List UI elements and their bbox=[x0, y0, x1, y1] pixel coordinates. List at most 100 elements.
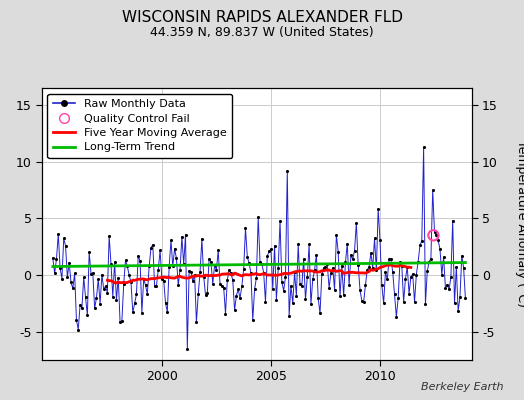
Point bbox=[190, 272, 199, 278]
Point bbox=[419, 144, 428, 150]
Point bbox=[325, 285, 333, 291]
Point bbox=[194, 291, 202, 298]
Point bbox=[241, 225, 249, 232]
Point bbox=[334, 248, 342, 255]
Point bbox=[118, 318, 126, 324]
Point bbox=[434, 237, 442, 244]
Point bbox=[201, 292, 210, 298]
Point bbox=[80, 274, 88, 281]
Point bbox=[390, 291, 399, 298]
Point bbox=[309, 276, 317, 282]
Point bbox=[89, 270, 97, 276]
Point bbox=[196, 269, 204, 276]
Point bbox=[211, 262, 219, 269]
Point bbox=[446, 274, 455, 280]
Point bbox=[307, 301, 315, 307]
Point bbox=[327, 270, 335, 276]
Point bbox=[245, 260, 253, 267]
Point bbox=[185, 267, 193, 274]
Point bbox=[125, 272, 133, 278]
Point bbox=[214, 247, 222, 254]
Point bbox=[440, 254, 448, 260]
Point bbox=[139, 276, 148, 282]
Point bbox=[388, 269, 397, 275]
Point bbox=[396, 258, 404, 265]
Point bbox=[243, 254, 252, 260]
Point bbox=[378, 282, 386, 288]
Point bbox=[352, 219, 361, 226]
Point bbox=[238, 283, 246, 289]
Point bbox=[381, 269, 390, 275]
Point bbox=[236, 295, 244, 302]
Point bbox=[336, 293, 344, 300]
Point bbox=[107, 260, 115, 267]
Point bbox=[156, 247, 164, 254]
Point bbox=[232, 292, 241, 299]
Point bbox=[180, 261, 188, 268]
Point bbox=[301, 296, 310, 303]
Point bbox=[261, 299, 270, 305]
Point bbox=[174, 282, 182, 288]
Point bbox=[256, 259, 264, 266]
Point bbox=[383, 276, 391, 283]
Point bbox=[379, 300, 388, 307]
Point bbox=[147, 245, 155, 251]
Point bbox=[321, 264, 330, 270]
Point bbox=[74, 326, 82, 333]
Y-axis label: Temperature Anomaly (°C): Temperature Anomaly (°C) bbox=[515, 140, 524, 308]
Point bbox=[399, 299, 408, 305]
Point bbox=[314, 295, 322, 302]
Point bbox=[421, 301, 430, 307]
Point bbox=[361, 282, 369, 288]
Text: Berkeley Earth: Berkeley Earth bbox=[421, 382, 503, 392]
Point bbox=[443, 281, 452, 288]
Point bbox=[289, 300, 297, 307]
Point bbox=[359, 299, 368, 305]
Point bbox=[105, 233, 113, 240]
Point bbox=[398, 263, 406, 269]
Point bbox=[172, 255, 181, 262]
Point bbox=[136, 258, 144, 264]
Point bbox=[78, 305, 86, 311]
Point bbox=[407, 274, 415, 280]
Point bbox=[272, 296, 280, 303]
Point bbox=[457, 252, 466, 259]
Point bbox=[460, 264, 468, 271]
Point bbox=[103, 290, 112, 296]
Point bbox=[274, 265, 282, 272]
Point bbox=[423, 268, 431, 275]
Point bbox=[92, 295, 101, 301]
Point bbox=[354, 262, 363, 268]
Point bbox=[285, 312, 293, 319]
Point bbox=[132, 291, 140, 298]
Point bbox=[281, 274, 290, 280]
Point bbox=[217, 282, 226, 289]
Point bbox=[72, 317, 81, 323]
Point bbox=[298, 282, 306, 289]
Point bbox=[63, 274, 72, 281]
Point bbox=[108, 294, 117, 300]
Point bbox=[52, 256, 61, 262]
Point bbox=[254, 214, 263, 220]
Point bbox=[372, 267, 380, 274]
Point bbox=[69, 285, 77, 292]
Point bbox=[183, 346, 191, 352]
Point bbox=[81, 294, 90, 300]
Point bbox=[348, 256, 357, 262]
Point bbox=[58, 275, 66, 282]
Point bbox=[387, 256, 395, 262]
Point bbox=[85, 249, 93, 256]
Point bbox=[198, 236, 206, 242]
Point bbox=[351, 248, 359, 254]
Point bbox=[343, 240, 352, 247]
Point bbox=[67, 279, 75, 286]
Point bbox=[187, 268, 195, 275]
Point bbox=[207, 259, 215, 266]
Point bbox=[283, 168, 291, 174]
Point bbox=[248, 317, 257, 323]
Point bbox=[97, 272, 106, 278]
Point bbox=[76, 302, 84, 308]
Point bbox=[414, 258, 422, 265]
Point bbox=[316, 310, 324, 317]
Point bbox=[70, 270, 79, 276]
